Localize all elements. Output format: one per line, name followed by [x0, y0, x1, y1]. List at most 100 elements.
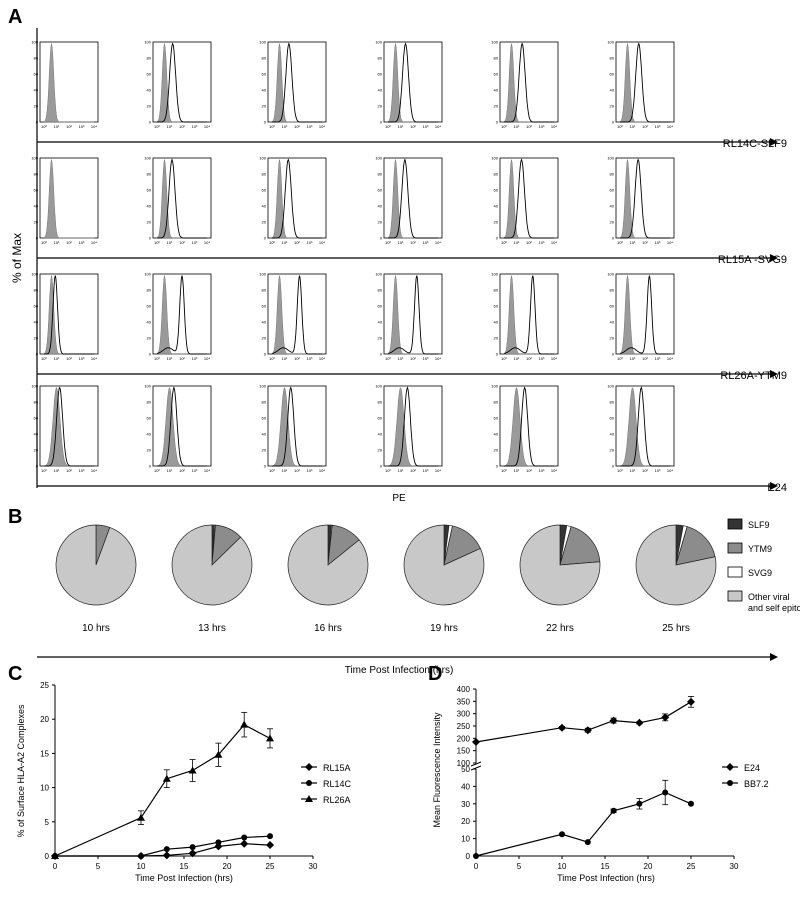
y-axis-label: Mean Fluorescence Intensity	[432, 712, 442, 828]
x-tick-label: 10⁴	[319, 124, 325, 129]
isotype-histogram	[156, 159, 207, 239]
x-tick-label: 10³	[655, 468, 661, 473]
panel-label-d: D	[428, 663, 442, 685]
y-tick-label: 40	[461, 782, 470, 791]
y-tick-label: 300	[457, 710, 471, 719]
row-axis-arrow	[770, 138, 778, 146]
data-point	[305, 763, 313, 771]
x-tick-label: 10³	[307, 240, 313, 245]
y-tick-label: 60	[147, 72, 152, 77]
y-tick-label: 0	[612, 236, 615, 241]
y-tick-label: 100	[259, 156, 266, 161]
y-tick-label: 40	[610, 88, 615, 93]
y-tick-label: 20	[610, 220, 615, 225]
x-axis-label: Time Post Infection (hrs)	[135, 873, 233, 883]
y-tick-label: 100	[375, 156, 382, 161]
y-tick-label: 80	[494, 288, 499, 293]
x-tick-label: 10¹	[630, 240, 636, 245]
y-tick-label: 0	[264, 236, 267, 241]
stain-histogram	[388, 158, 438, 239]
x-tick-label: 10¹	[514, 356, 520, 361]
y-tick-label: 40	[494, 432, 499, 437]
y-tick-label: 40	[147, 88, 152, 93]
y-axis-label: % of Surface HLA-A2 Complexes	[16, 704, 26, 838]
x-tick-label: 10¹	[167, 356, 173, 361]
y-tick-label: 40	[147, 204, 152, 209]
y-tick-label: 20	[494, 104, 499, 109]
x-tick-label: 10⁰	[617, 124, 623, 129]
data-point	[189, 844, 196, 851]
y-tick-label: 60	[378, 72, 383, 77]
x-tick-label: 10³	[307, 468, 313, 473]
x-tick-label: 10¹	[630, 356, 636, 361]
data-point	[473, 853, 479, 859]
x-tick-label: 10	[558, 862, 567, 871]
series-line-bb72	[475, 791, 692, 857]
x-tick-label: 10²	[294, 468, 300, 473]
x-tick-label: 10²	[66, 356, 72, 361]
y-tick-label: 0	[612, 464, 615, 469]
isotype-histogram	[619, 159, 670, 239]
y-tick-label: 20	[610, 336, 615, 341]
histogram-box	[499, 385, 559, 467]
data-point	[662, 789, 669, 796]
data-point	[214, 750, 223, 758]
x-tick-label: 10¹	[398, 356, 404, 361]
y-tick-label: 5	[45, 818, 50, 827]
y-tick-label: 40	[262, 204, 267, 209]
x-tick-label: 10³	[192, 240, 198, 245]
stain-histogram	[157, 42, 207, 123]
y-tick-label: 60	[610, 188, 615, 193]
y-tick-label: 60	[494, 188, 499, 193]
series-line-rl26a	[54, 723, 271, 857]
axis-break-mark	[470, 765, 482, 771]
x-tick-label: 10³	[423, 124, 429, 129]
y-tick-label: 80	[262, 56, 267, 61]
y-tick-label: 80	[378, 172, 383, 177]
y-tick-label: 20	[34, 220, 39, 225]
data-point	[266, 734, 274, 742]
histogram-box	[152, 385, 212, 467]
x-tick-label: 10²	[410, 356, 416, 361]
x-tick-label: 10²	[294, 356, 300, 361]
data-point	[162, 774, 171, 782]
y-tick-label: 40	[262, 432, 267, 437]
y-tick-label: 60	[610, 304, 615, 309]
x-tick-label: 10³	[655, 240, 661, 245]
x-tick-label: 10⁰	[617, 356, 623, 361]
x-tick-label: 10¹	[282, 240, 288, 245]
y-tick-label: 80	[610, 172, 615, 177]
data-point	[267, 833, 273, 840]
x-tick-label: 10⁰	[269, 356, 275, 361]
y-tick-label: 40	[610, 204, 615, 209]
y-tick-label: 100	[144, 272, 151, 277]
x-tick-label: 30	[730, 862, 739, 871]
x-tick-label: 10⁴	[667, 240, 673, 245]
y-tick-label: 0	[612, 352, 615, 357]
isotype-histogram	[271, 43, 322, 123]
y-tick-label: 80	[34, 56, 39, 61]
stain-histogram	[272, 42, 322, 123]
y-tick-label: 20	[378, 448, 383, 453]
data-point	[138, 853, 144, 859]
legend-label: and self epitopes	[748, 603, 800, 613]
pie-slice-other	[519, 524, 601, 606]
y-tick-label: 40	[34, 432, 39, 437]
x-tick-label: 10¹	[630, 468, 636, 473]
x-tick-label: 10⁴	[551, 240, 557, 245]
x-tick-label: 10³	[423, 356, 429, 361]
isotype-histogram	[43, 159, 94, 239]
y-tick-label: 80	[378, 400, 383, 405]
x-tick-label: 10³	[192, 468, 198, 473]
y-tick-label: 80	[147, 400, 152, 405]
y-tick-label: 60	[34, 416, 39, 421]
x-tick-label: 10⁰	[385, 240, 391, 245]
x-tick-label: 10⁰	[617, 240, 623, 245]
x-tick-label: 10³	[655, 356, 661, 361]
y-tick-label: 60	[494, 416, 499, 421]
x-tick-label: 10¹	[282, 356, 288, 361]
y-tick-label: 20	[494, 220, 499, 225]
x-tick-label: 25	[687, 862, 696, 871]
stain-histogram	[156, 275, 207, 355]
y-tick-label: 100	[375, 272, 382, 277]
